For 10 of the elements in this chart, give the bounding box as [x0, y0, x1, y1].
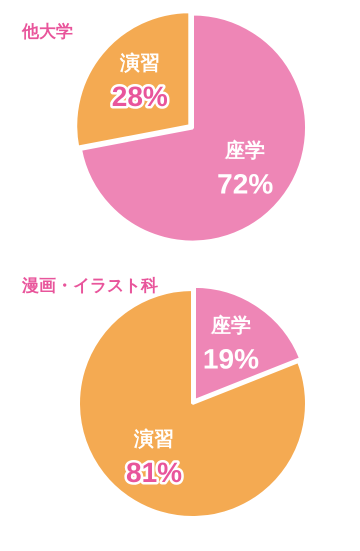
data-label: 19%: [202, 344, 260, 375]
slice-label: 演習: [133, 426, 174, 450]
text: 他大学: [22, 21, 73, 43]
data-label: 72%: [217, 168, 274, 200]
data-label: 28%: [112, 81, 168, 112]
slice-label: 座学: [210, 313, 251, 338]
data-label: 81%: [126, 456, 182, 488]
slice-label: 演習: [118, 50, 160, 75]
chart-title: 漫画・イラスト科: [22, 275, 158, 297]
slice-label: 座学: [224, 138, 266, 162]
